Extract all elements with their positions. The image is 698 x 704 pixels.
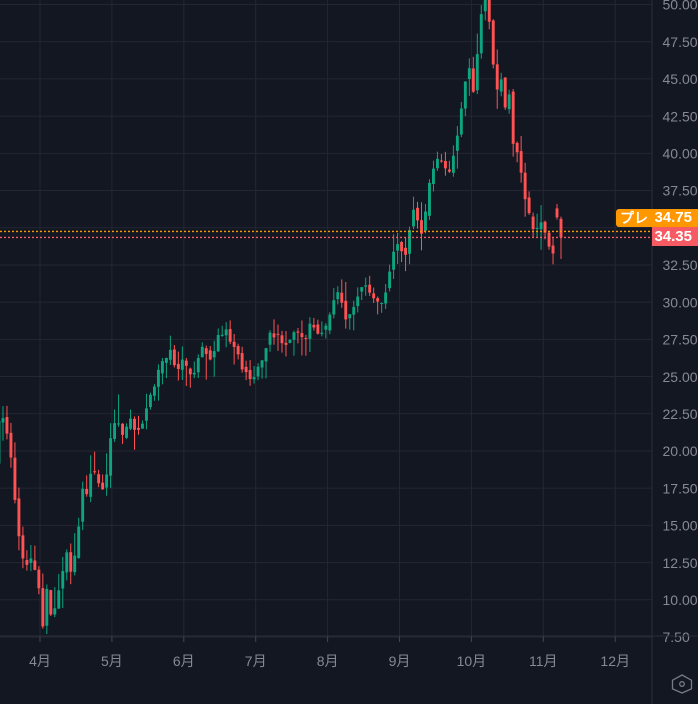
svg-text:7月: 7月	[245, 653, 267, 669]
svg-text:8月: 8月	[317, 653, 339, 669]
svg-text:12月: 12月	[600, 653, 630, 669]
svg-text:15.00: 15.00	[663, 518, 698, 534]
svg-text:9月: 9月	[389, 653, 411, 669]
svg-text:37.50: 37.50	[663, 183, 698, 199]
svg-text:22.50: 22.50	[663, 406, 698, 422]
svg-text:50.00: 50.00	[663, 0, 698, 13]
svg-text:27.50: 27.50	[663, 332, 698, 348]
svg-text:5月: 5月	[101, 653, 123, 669]
svg-text:10月: 10月	[457, 653, 487, 669]
svg-text:6月: 6月	[173, 653, 195, 669]
svg-text:4月: 4月	[29, 653, 51, 669]
svg-text:25.00: 25.00	[663, 369, 698, 385]
svg-text:17.50: 17.50	[663, 480, 698, 496]
svg-text:45.00: 45.00	[663, 71, 698, 87]
svg-text:47.50: 47.50	[663, 34, 698, 50]
svg-text:40.00: 40.00	[663, 146, 698, 162]
svg-text:10.00: 10.00	[663, 592, 698, 608]
svg-text:12.50: 12.50	[663, 555, 698, 571]
svg-text:7.50: 7.50	[663, 629, 690, 645]
svg-text:42.50: 42.50	[663, 108, 698, 124]
svg-text:30.00: 30.00	[663, 294, 698, 310]
svg-text:11月: 11月	[529, 653, 558, 669]
svg-text:20.00: 20.00	[663, 443, 698, 459]
svg-text:32.50: 32.50	[663, 257, 698, 273]
